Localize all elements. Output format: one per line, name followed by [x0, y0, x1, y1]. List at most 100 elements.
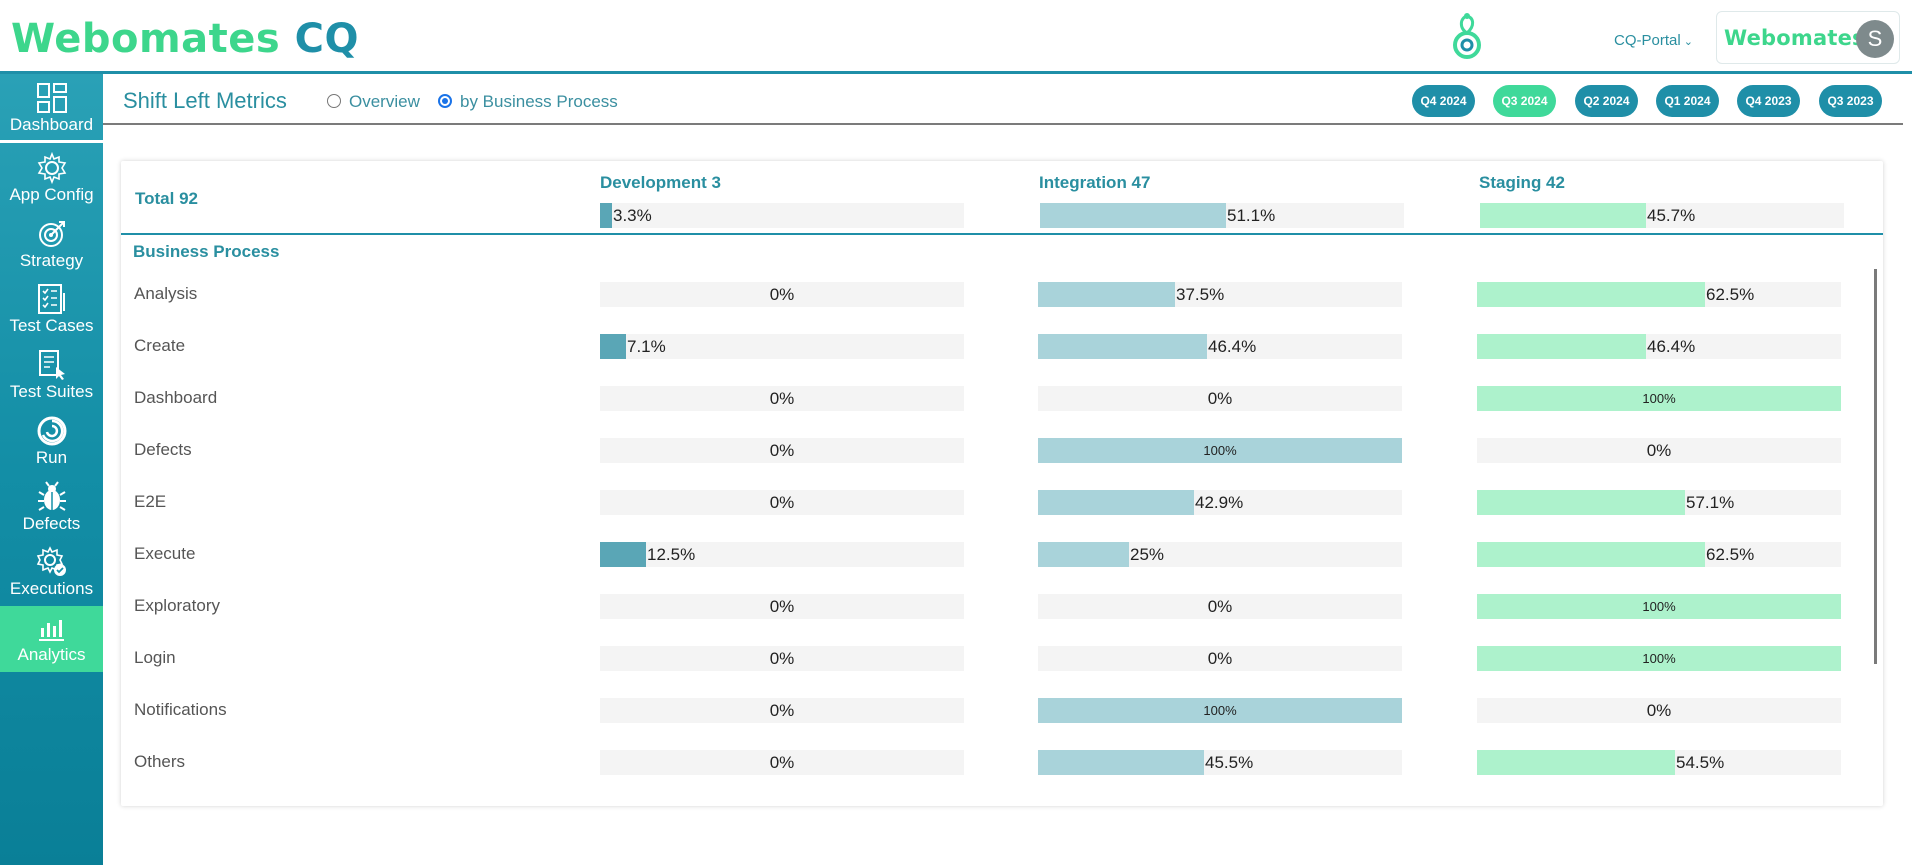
row-stg-bar: 100% — [1477, 646, 1841, 671]
sidebar-item-test-suites[interactable]: Test Suites — [0, 343, 103, 407]
test-suites-icon — [39, 350, 65, 380]
metrics-card: Total 92 Development 3 Integration 47 St… — [121, 161, 1883, 806]
row-int-bar: 46.4% — [1038, 334, 1402, 359]
row-stg-percent-label: 100% — [1642, 599, 1676, 614]
cq-portal-dropdown[interactable]: CQ-Portal ⌄ — [1614, 32, 1693, 49]
radio-by-business-process[interactable]: by Business Process — [438, 92, 618, 112]
business-process-label: E2E — [134, 492, 167, 511]
column-header-integration: Integration 47 — [1039, 173, 1151, 192]
row-dev-percent-label: 0% — [769, 649, 795, 668]
avatar[interactable]: S — [1856, 20, 1894, 58]
row-stg-bar-fill — [1477, 334, 1646, 359]
summary-stg-percent-label: 45.7% — [1647, 206, 1696, 225]
scrollbar[interactable] — [1874, 269, 1877, 664]
test-cases-icon — [38, 284, 65, 314]
row-dev-percent-label: 0% — [769, 493, 795, 512]
summary-stg-bar-fill — [1480, 203, 1646, 228]
row-int-bar: 0% — [1038, 386, 1402, 411]
row-stg-percent-label: 0% — [1646, 441, 1672, 460]
quarter-button-q4-2023[interactable]: Q4 2023 — [1737, 85, 1800, 117]
row-dev-bar: 7.1% — [600, 334, 964, 359]
summary-int-bar-fill — [1040, 203, 1226, 228]
row-stg-bar: 0% — [1477, 438, 1841, 463]
row-int-bar-fill — [1038, 698, 1402, 723]
row-dev-percent-label: 0% — [769, 285, 795, 304]
business-process-label: Defects — [134, 440, 192, 459]
sidebar-item-app-config[interactable]: App Config — [0, 146, 103, 210]
row-stg-bar: 100% — [1477, 594, 1841, 619]
row-stg-bar-fill — [1477, 646, 1841, 671]
row-int-bar: 45.5% — [1038, 750, 1402, 775]
row-dev-bar: 0% — [600, 386, 964, 411]
dashboard-icon — [37, 83, 67, 113]
row-stg-percent-label: 0% — [1646, 701, 1672, 720]
sidebar-item-test-cases[interactable]: Test Cases — [0, 277, 103, 341]
row-dev-bar: 0% — [600, 646, 964, 671]
sidebar-item-label: Analytics — [17, 645, 86, 664]
total-count: Total 92 — [135, 189, 198, 208]
quarter-button-q3-2023[interactable]: Q3 2023 — [1819, 85, 1882, 117]
row-dev-bar: 0% — [600, 490, 964, 515]
target-icon — [39, 221, 65, 247]
quarter-button-q4-2024[interactable]: Q4 2024 — [1412, 85, 1475, 117]
row-int-percent-label: 0% — [1207, 389, 1233, 408]
row-int-percent-label: 100% — [1203, 703, 1237, 718]
row-stg-bar-fill — [1477, 750, 1675, 775]
radio-button[interactable] — [327, 94, 341, 108]
page-title: Shift Left Metrics — [123, 88, 287, 113]
row-stg-bar: 0% — [1477, 698, 1841, 723]
row-dev-bar-fill — [600, 334, 626, 359]
row-int-bar-fill — [1038, 542, 1129, 567]
sidebar-item-label: Test Cases — [9, 316, 94, 335]
sidebar-item-strategy[interactable]: Strategy — [0, 212, 103, 276]
radio-button-selected[interactable] — [438, 94, 452, 108]
row-stg-percent-label: 62.5% — [1706, 285, 1755, 304]
row-stg-bar: 54.5% — [1477, 750, 1841, 775]
sidebar-item-analytics[interactable]: Analytics — [0, 606, 103, 672]
chevron-down-icon: ⌄ — [1683, 36, 1693, 48]
sidebar-item-run[interactable]: Run — [0, 409, 103, 473]
row-int-bar-fill — [1038, 334, 1207, 359]
sidebar-item-label: Strategy — [19, 251, 84, 270]
row-dev-percent-label: 0% — [769, 753, 795, 772]
section-title: Business Process — [133, 242, 280, 261]
column-header-development: Development 3 — [600, 173, 721, 192]
row-dev-bar-fill — [600, 542, 646, 567]
account-box[interactable]: Webomates S — [1716, 11, 1900, 64]
sidebar-item-executions[interactable]: Executions — [0, 540, 103, 604]
summary-stg-bar: 45.7% — [1480, 203, 1844, 228]
brand-name: Webomates — [1724, 26, 1865, 50]
analytics-icon — [39, 620, 64, 641]
summary-dev-bar-fill — [600, 203, 612, 228]
webomates-cq-logo[interactable]: Webomates CQ — [11, 16, 359, 62]
row-stg-percent-label: 100% — [1642, 651, 1676, 666]
row-int-bar-fill — [1038, 282, 1175, 307]
radio-overview[interactable]: Overview — [327, 92, 420, 112]
row-stg-bar: 62.5% — [1477, 542, 1841, 567]
row-dev-bar: 0% — [600, 438, 964, 463]
business-process-label: Execute — [134, 544, 196, 563]
row-stg-percent-label: 46.4% — [1647, 337, 1696, 356]
quarter-button-q3-2024[interactable]: Q3 2024 — [1493, 85, 1556, 117]
row-int-percent-label: 0% — [1207, 649, 1233, 668]
row-stg-bar-fill — [1477, 282, 1705, 307]
quarter-button-q2-2024[interactable]: Q2 2024 — [1575, 85, 1638, 117]
row-int-bar: 37.5% — [1038, 282, 1402, 307]
row-dev-percent-label: 0% — [769, 441, 795, 460]
row-int-percent-label: 46.4% — [1208, 337, 1257, 356]
sidebar-item-dashboard[interactable]: Dashboard — [0, 74, 103, 143]
row-dev-percent-label: 0% — [769, 389, 795, 408]
row-stg-percent-label: 54.5% — [1676, 753, 1725, 772]
row-stg-percent-label: 57.1% — [1686, 493, 1735, 512]
row-int-bar-fill — [1038, 750, 1204, 775]
sidebar-item-defects[interactable]: Defects — [0, 475, 103, 539]
business-process-label: Create — [134, 336, 186, 355]
summary-int-percent-label: 51.1% — [1227, 206, 1276, 225]
row-stg-percent-label: 62.5% — [1706, 545, 1755, 564]
row-int-percent-label: 45.5% — [1205, 753, 1254, 772]
radio-label: by Business Process — [460, 92, 618, 111]
quarter-button-q1-2024[interactable]: Q1 2024 — [1656, 85, 1719, 117]
row-int-bar: 42.9% — [1038, 490, 1402, 515]
row-int-bar: 25% — [1038, 542, 1402, 567]
cq-portal-label: CQ-Portal — [1614, 32, 1681, 49]
